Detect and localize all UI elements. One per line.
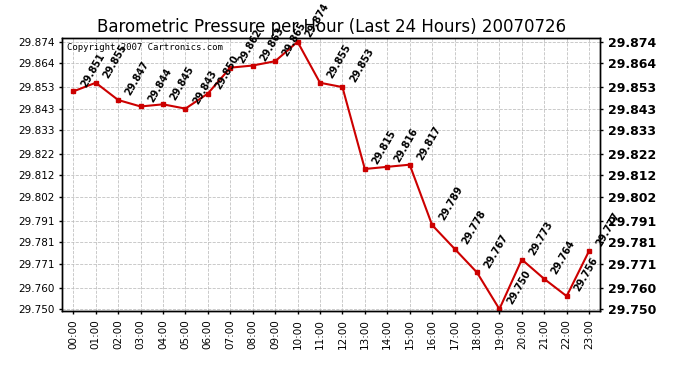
Text: 29.855: 29.855 (326, 42, 353, 80)
Text: 29.843: 29.843 (191, 68, 219, 106)
Text: 29.853: 29.853 (348, 47, 375, 84)
Text: 29.777: 29.777 (595, 211, 622, 248)
Text: 29.750: 29.750 (505, 269, 533, 306)
Text: 29.764: 29.764 (550, 238, 578, 276)
Text: 29.844: 29.844 (146, 66, 174, 104)
Text: 29.862: 29.862 (236, 27, 264, 65)
Text: 29.851: 29.851 (79, 51, 106, 88)
Text: 29.874: 29.874 (303, 2, 331, 39)
Text: 29.789: 29.789 (437, 184, 465, 222)
Text: 29.850: 29.850 (213, 53, 241, 91)
Text: 29.816: 29.816 (393, 126, 420, 164)
Text: Copyright 2007 Cartronics.com: Copyright 2007 Cartronics.com (68, 43, 224, 52)
Text: 29.855: 29.855 (101, 42, 129, 80)
Text: 29.865: 29.865 (281, 21, 308, 58)
Text: 29.815: 29.815 (371, 129, 398, 166)
Text: 29.863: 29.863 (258, 25, 286, 63)
Text: 29.778: 29.778 (460, 209, 488, 246)
Text: 29.767: 29.767 (482, 232, 510, 270)
Title: Barometric Pressure per Hour (Last 24 Hours) 20070726: Barometric Pressure per Hour (Last 24 Ho… (97, 18, 566, 36)
Text: 29.773: 29.773 (527, 219, 555, 257)
Text: 29.847: 29.847 (124, 60, 151, 97)
Text: 29.817: 29.817 (415, 124, 443, 162)
Text: 29.756: 29.756 (572, 256, 600, 293)
Text: 29.845: 29.845 (168, 64, 196, 102)
